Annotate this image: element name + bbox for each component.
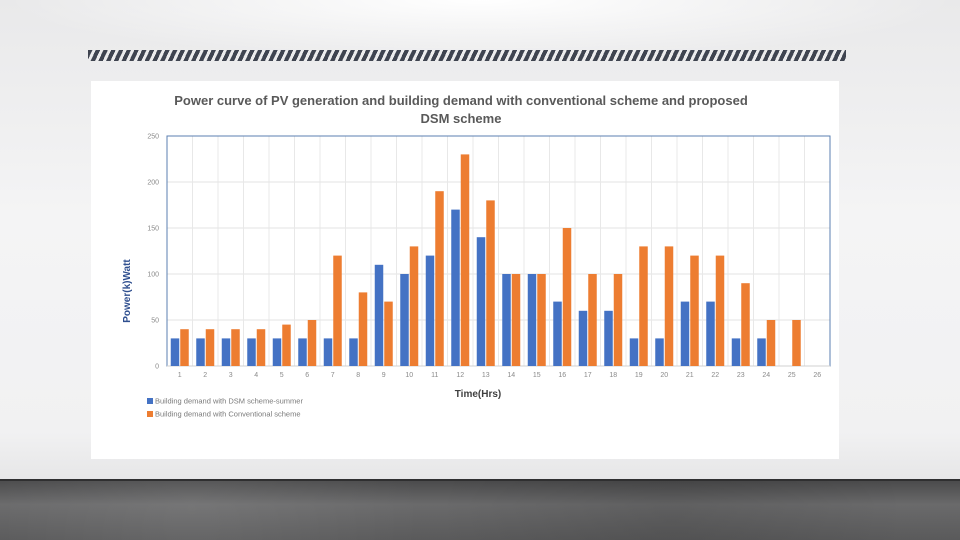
bar-series2-1: [180, 329, 189, 366]
y-tick-label: 50: [151, 318, 159, 325]
y-tick-label: 250: [147, 134, 159, 141]
concrete-floor-texture: [0, 481, 960, 540]
bar-series1-9: [374, 264, 384, 366]
bar-series2-18: [613, 274, 623, 366]
bar-series2-6: [307, 320, 317, 366]
x-tick-label: 1: [178, 372, 182, 379]
bar-series2-7: [333, 255, 342, 366]
bar-series2-16: [562, 228, 572, 366]
bar-series1-11: [425, 255, 435, 366]
x-tick-label: 13: [482, 372, 490, 379]
x-tick-label: 24: [762, 372, 770, 379]
bar-series2-19: [639, 246, 648, 366]
bar-series1-6: [298, 338, 307, 366]
bar-series2-4: [256, 329, 266, 366]
bar-series1-8: [349, 338, 358, 366]
bar-series1-13: [476, 237, 486, 366]
y-tick-label: 100: [147, 272, 159, 279]
x-tick-label: 12: [456, 372, 464, 379]
bar-series1-19: [629, 338, 639, 366]
bar-series1-17: [578, 310, 588, 366]
bar-series2-3: [231, 329, 240, 366]
x-tick-label: 3: [229, 372, 233, 379]
bar-series2-12: [460, 154, 470, 366]
x-tick-label: 25: [788, 372, 796, 379]
bar-series1-22: [706, 301, 715, 366]
x-tick-label: 23: [737, 372, 745, 379]
y-axis-title: Power(k)Watt: [122, 259, 133, 323]
y-tick-label: 200: [147, 180, 159, 187]
x-tick-label: 22: [711, 372, 719, 379]
x-tick-label: 8: [356, 372, 360, 379]
x-tick-label: 20: [660, 372, 668, 379]
x-tick-label: 16: [558, 372, 566, 379]
legend-swatch-conventional: [147, 411, 153, 417]
floor-edge: [0, 479, 960, 482]
bar-series2-11: [435, 191, 444, 366]
bar-series1-1: [170, 338, 180, 366]
bar-series1-3: [221, 338, 231, 366]
bar-series2-21: [690, 255, 699, 366]
bar-series1-16: [553, 301, 562, 366]
bar-series1-18: [604, 310, 613, 366]
x-tick-label: 4: [254, 372, 258, 379]
chart-title: Power curve of PV generation and buildin…: [174, 93, 748, 126]
bars-layer: [170, 154, 801, 366]
bar-series2-13: [486, 200, 495, 366]
bar-series2-9: [384, 301, 393, 366]
decorative-hatch-bar: [88, 50, 846, 61]
bar-series1-20: [655, 338, 664, 366]
x-tick-label: 19: [635, 372, 643, 379]
legend-swatch-dsm: [147, 398, 153, 404]
x-tick-label: 10: [405, 372, 413, 379]
bar-series1-7: [323, 338, 333, 366]
bar-series1-10: [400, 274, 409, 366]
bar-series1-14: [502, 274, 511, 366]
bar-series1-5: [272, 338, 282, 366]
x-tick-label: 11: [431, 372, 438, 379]
x-tick-label: 7: [331, 372, 335, 379]
bar-series2-15: [537, 274, 546, 366]
bar-series2-22: [715, 255, 725, 366]
legend: Building demand with DSM scheme-summer B…: [147, 397, 303, 419]
x-tick-label: 6: [305, 372, 309, 379]
bar-series1-21: [680, 301, 690, 366]
bar-series2-5: [282, 324, 291, 366]
x-tick-label: 9: [382, 372, 386, 379]
bar-series2-8: [358, 292, 368, 366]
grid-layer: [166, 135, 831, 367]
bar-series2-17: [588, 274, 597, 366]
x-tick-label: 2: [203, 372, 207, 379]
x-tick-label: 15: [533, 372, 541, 379]
x-axis-title: Time(Hrs): [455, 389, 502, 400]
x-tick-label: 26: [813, 372, 821, 379]
bar-series2-20: [664, 246, 674, 366]
legend-label-dsm: Building demand with DSM scheme-summer: [155, 397, 303, 406]
y-tick-label: 150: [147, 226, 159, 233]
x-tick-label: 21: [686, 372, 694, 379]
x-tick-label: 17: [584, 372, 592, 379]
bar-series2-24: [766, 320, 776, 366]
x-tick-label: 14: [507, 372, 515, 379]
bar-series2-2: [205, 329, 215, 366]
x-tick-label: 5: [280, 372, 284, 379]
bar-series1-2: [196, 338, 205, 366]
y-tick-label: 0: [155, 364, 159, 371]
bar-series2-25: [792, 320, 801, 366]
bar-series1-15: [527, 274, 537, 366]
bar-series1-23: [731, 338, 741, 366]
bar-series2-23: [741, 283, 750, 366]
chart-card: 0 50 100 150 200 250 1 2 3 4 5 6 7 8 9 10 11 12 13 14 15 16 17…: [91, 81, 839, 459]
legend-label-conventional: Building demand with Conventional scheme: [155, 410, 301, 419]
bar-series1-12: [451, 209, 460, 366]
bar-series1-4: [247, 338, 256, 366]
x-tick-label: 18: [609, 372, 617, 379]
bar-series2-14: [511, 274, 521, 366]
bar-series2-10: [409, 246, 419, 366]
bar-series1-24: [757, 338, 766, 366]
